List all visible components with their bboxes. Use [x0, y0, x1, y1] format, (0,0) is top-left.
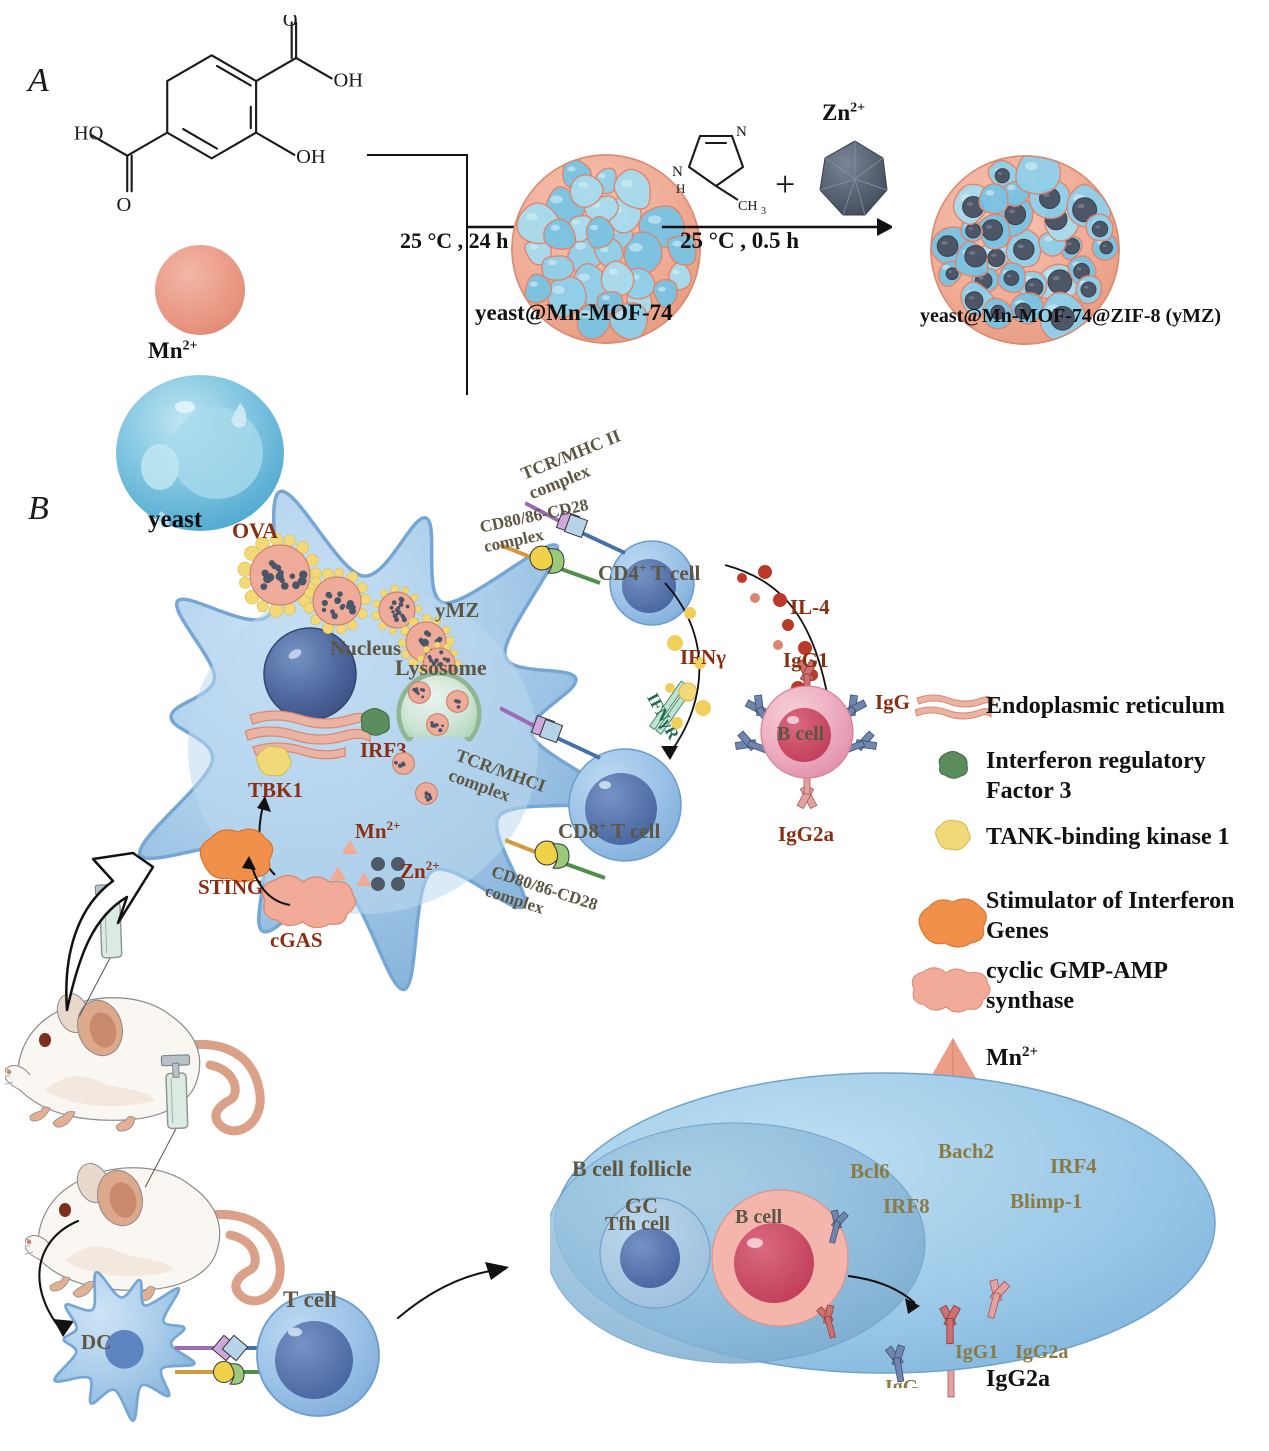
- svg-text:IgG1: IgG1: [955, 1341, 998, 1363]
- svg-text:Tfh cell: Tfh cell: [605, 1213, 670, 1235]
- svg-text:H: H: [676, 181, 685, 196]
- svg-text:OH: OH: [333, 69, 363, 91]
- svg-text:B cell: B cell: [735, 1206, 783, 1228]
- svg-text:Bach2: Bach2: [938, 1139, 994, 1163]
- svg-text:O: O: [117, 194, 132, 216]
- svg-text:N: N: [736, 124, 747, 140]
- svg-text:IgG2a: IgG2a: [1015, 1341, 1068, 1363]
- svg-text:IgG: IgG: [885, 1376, 919, 1388]
- svg-text:IRF4: IRF4: [1050, 1154, 1097, 1178]
- svg-text:B cell follicle: B cell follicle: [572, 1156, 692, 1181]
- svg-text:Blimp-1: Blimp-1: [1010, 1189, 1082, 1213]
- svg-text:HO: HO: [74, 123, 104, 145]
- svg-text:O: O: [283, 15, 298, 31]
- svg-text:N: N: [672, 164, 683, 180]
- svg-text:B cell: B cell: [777, 723, 825, 745]
- svg-text:Bcl6: Bcl6: [850, 1159, 890, 1183]
- svg-text:IRF8: IRF8: [883, 1194, 930, 1218]
- svg-text:OH: OH: [296, 146, 326, 168]
